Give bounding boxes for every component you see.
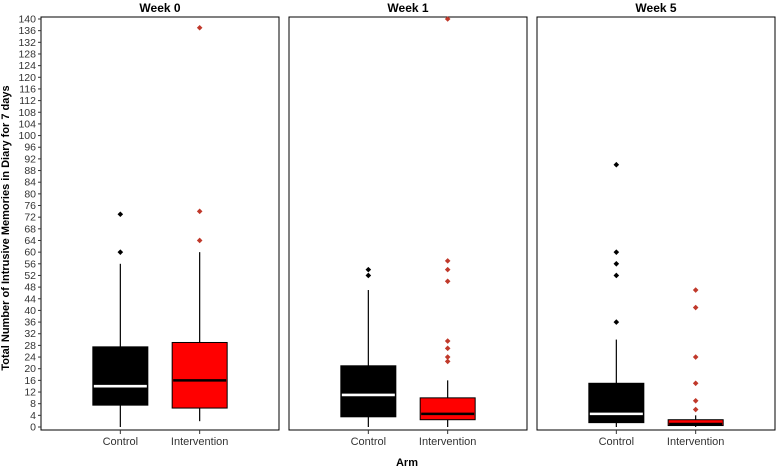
outlier-point xyxy=(444,16,451,22)
y-tick-label: 48 xyxy=(24,282,36,294)
box-intervention xyxy=(667,287,724,427)
outlier-point xyxy=(117,249,124,255)
panel-border xyxy=(288,16,528,431)
outlier-point xyxy=(444,258,451,264)
outlier-point xyxy=(444,278,451,285)
outlier-point xyxy=(365,266,372,273)
y-tick-label: 88 xyxy=(24,165,36,177)
outlier-point xyxy=(196,24,203,31)
box-control xyxy=(588,161,645,427)
outlier-point xyxy=(692,397,699,404)
facet-panel: Control Intervention xyxy=(536,16,776,448)
outlier-point xyxy=(444,345,451,352)
x-tick-label: Control xyxy=(599,436,634,448)
outlier-point xyxy=(196,237,203,244)
y-tick-label: 128 xyxy=(18,48,36,60)
y-tick-label: 4 xyxy=(30,410,36,422)
y-tick-label: 24 xyxy=(24,352,36,364)
y-tick-label: 100 xyxy=(18,130,36,142)
y-tick-label: 28 xyxy=(24,340,36,352)
y-tick-label: 104 xyxy=(18,118,36,130)
outlier-point xyxy=(613,272,620,279)
y-tick-label: 116 xyxy=(19,83,36,95)
iqr-box xyxy=(667,419,724,427)
x-tick-label: Control xyxy=(103,436,138,448)
y-axis: 0481216202428323640444852566064687276808… xyxy=(18,14,41,434)
outlier-point xyxy=(613,319,620,325)
y-tick-label: 0 xyxy=(30,422,36,434)
y-tick-label: 8 xyxy=(30,398,36,410)
y-tick-label: 84 xyxy=(24,177,36,189)
iqr-box xyxy=(588,382,645,424)
y-tick-label: 36 xyxy=(24,317,36,329)
y-axis-title: Total Number of Intrusive Memories in Di… xyxy=(0,85,12,370)
y-tick-label: 60 xyxy=(24,247,36,259)
facet-panels: Control Intervention Control Intervention Co… xyxy=(40,16,776,448)
y-tick-label: 16 xyxy=(24,375,36,387)
y-tick-label: 120 xyxy=(18,72,36,84)
outlier-point xyxy=(692,380,699,387)
x-tick-label: Intervention xyxy=(419,436,476,448)
y-tick-label: 108 xyxy=(18,107,36,119)
y-tick-label: 140 xyxy=(18,14,36,26)
outlier-point xyxy=(444,354,451,360)
box-intervention xyxy=(419,16,476,427)
y-tick-label: 12 xyxy=(24,387,36,399)
y-tick-label: 80 xyxy=(24,188,36,200)
outlier-point xyxy=(692,304,699,311)
outlier-point xyxy=(692,354,699,360)
y-tick-label: 40 xyxy=(24,305,36,317)
iqr-box xyxy=(171,341,228,409)
outlier-point xyxy=(444,338,451,344)
iqr-box xyxy=(340,365,397,418)
y-tick-label: 68 xyxy=(24,223,36,235)
outlier-point xyxy=(365,272,372,279)
y-tick-label: 92 xyxy=(24,153,36,165)
box-control xyxy=(340,266,397,427)
iqr-box xyxy=(419,397,476,421)
facet-titles: Week 0 Week 1 Week 5 xyxy=(139,1,676,15)
x-tick-label: Control xyxy=(351,436,386,448)
x-tick-label: Intervention xyxy=(667,436,724,448)
y-tick-label: 52 xyxy=(24,270,36,282)
facet-title: Week 0 xyxy=(139,1,180,15)
iqr-box xyxy=(92,346,149,406)
outlier-point xyxy=(613,249,620,255)
y-tick-label: 72 xyxy=(24,212,36,224)
y-tick-label: 112 xyxy=(19,95,36,107)
outlier-point xyxy=(444,266,451,273)
outlier-point xyxy=(692,287,699,293)
y-tick-label: 132 xyxy=(18,37,36,49)
outlier-point xyxy=(613,161,620,168)
y-tick-label: 76 xyxy=(24,200,36,212)
outlier-point xyxy=(692,406,699,413)
box-intervention xyxy=(171,24,228,422)
y-tick-label: 56 xyxy=(24,258,36,270)
outlier-point xyxy=(117,211,124,218)
facet-title: Week 1 xyxy=(387,1,428,15)
outlier-point xyxy=(613,261,620,267)
facet-panel: Control Intervention xyxy=(40,16,280,448)
y-tick-label: 20 xyxy=(24,363,36,375)
x-axis-title: Arm xyxy=(396,457,418,469)
y-tick-label: 32 xyxy=(24,328,36,340)
box-control xyxy=(92,211,149,427)
y-tick-label: 136 xyxy=(18,25,36,37)
outlier-point xyxy=(444,358,451,365)
x-tick-label: Intervention xyxy=(171,436,228,448)
y-tick-label: 44 xyxy=(24,293,36,305)
outlier-point xyxy=(196,208,203,215)
facet-panel: Control Intervention xyxy=(288,16,528,448)
y-tick-label: 124 xyxy=(18,60,36,72)
panel-border xyxy=(536,16,776,431)
panel-border xyxy=(40,16,280,431)
y-tick-label: 96 xyxy=(24,142,36,154)
facet-title: Week 5 xyxy=(635,1,676,15)
y-tick-label: 64 xyxy=(24,235,36,247)
